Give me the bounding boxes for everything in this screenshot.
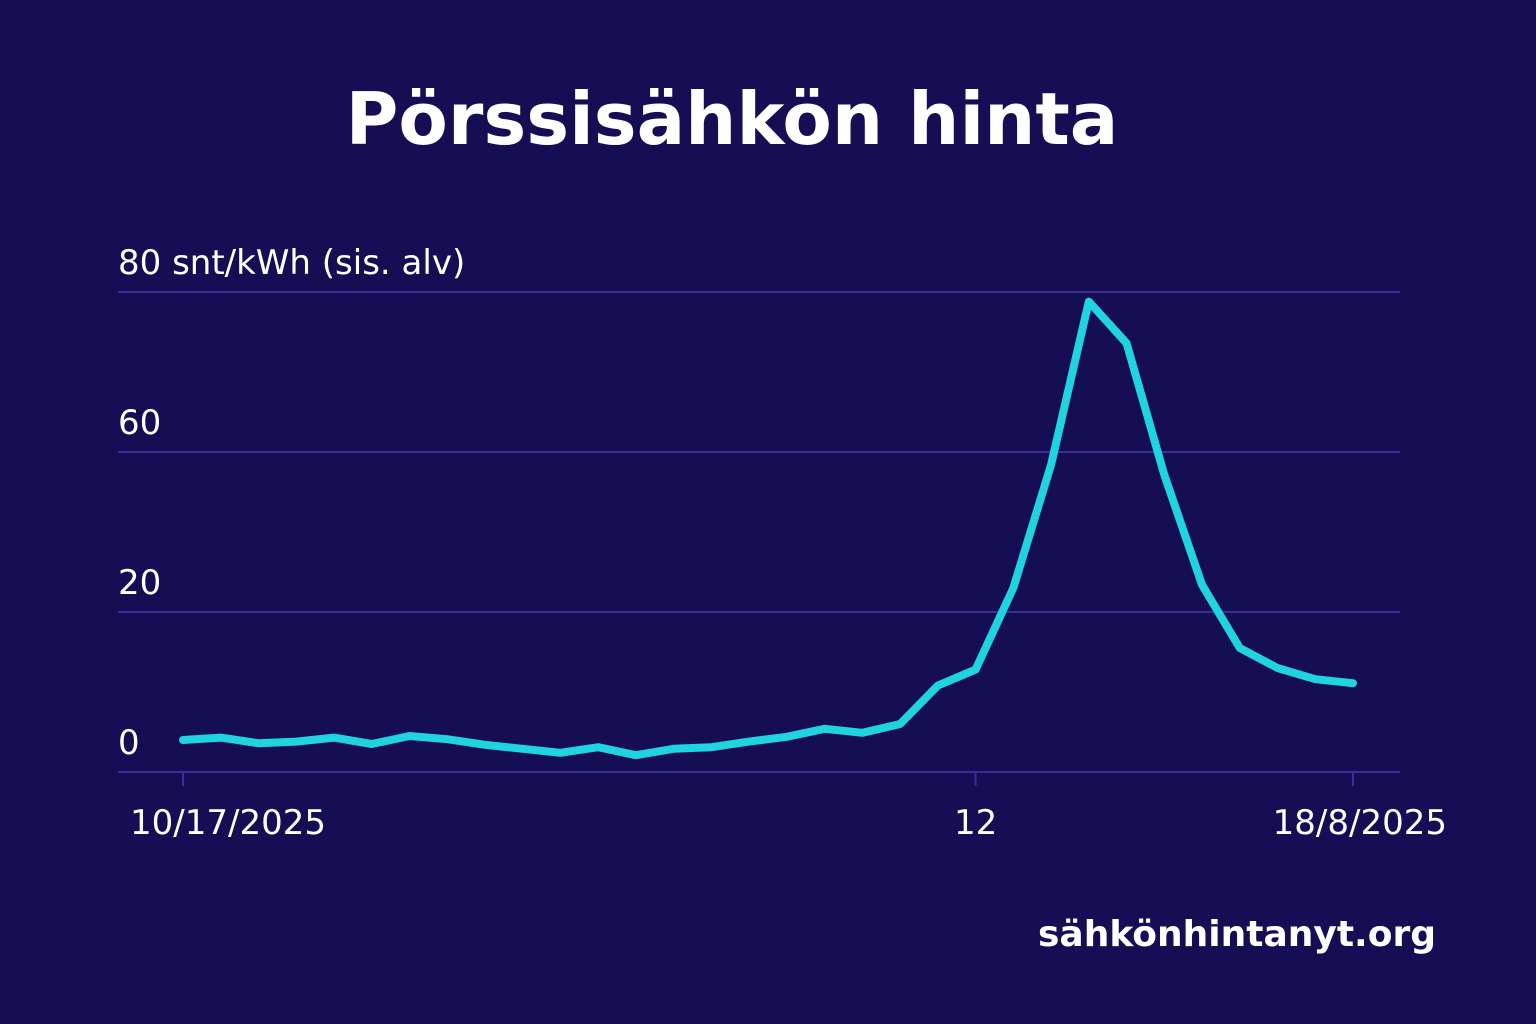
source: sähkönhintanyt.org <box>1038 914 1436 955</box>
y-tick-label: 80 snt/kWh (sis. alv) <box>118 243 465 283</box>
line <box>179 297 1357 760</box>
x-tick-label: 18/8/2025 <box>1273 803 1447 843</box>
x-tick-label: 12 <box>954 803 997 843</box>
y-tick-label: 20 <box>118 563 161 603</box>
y-tick-label: 0 <box>118 723 140 763</box>
y-tick-label: 60 <box>118 403 161 443</box>
x-tick-label: 10/17/2025 <box>130 803 326 843</box>
chart-title: Pörssisähkön hinta <box>346 77 1119 161</box>
